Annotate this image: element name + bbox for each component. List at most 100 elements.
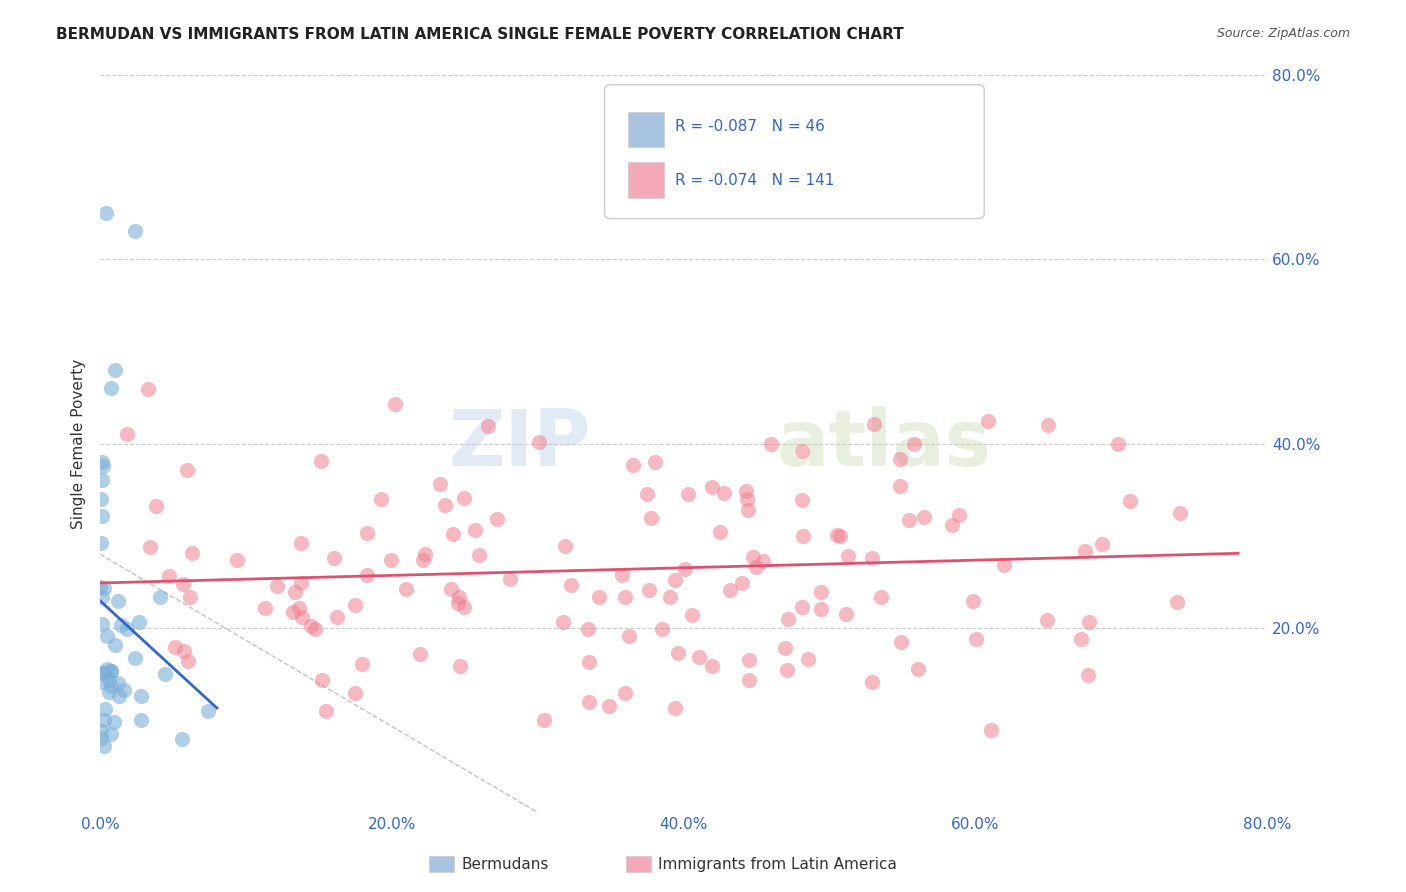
Point (138, 383, 160, 397)
Point (651, 623, 673, 637)
Point (1078, 615, 1101, 629)
Point (384, 396, 406, 410)
Point (907, 661, 929, 675)
Point (90, 536, 112, 550)
Point (731, 576, 754, 591)
Point (560, 578, 582, 592)
Point (889, 451, 911, 466)
Point (315, 704, 337, 718)
Point (91, 474, 114, 488)
Point (837, 549, 859, 563)
Point (90, 616, 112, 631)
Point (1077, 668, 1099, 682)
Point (644, 455, 666, 469)
Point (179, 590, 201, 604)
Point (598, 698, 620, 713)
Point (700, 480, 723, 494)
Point (97, 673, 120, 688)
Point (676, 487, 699, 501)
Point (356, 526, 378, 541)
Point (980, 723, 1002, 737)
Point (290, 536, 312, 550)
Point (810, 602, 832, 616)
Point (658, 591, 681, 605)
Point (356, 567, 378, 582)
Point (741, 549, 763, 564)
Point (467, 548, 489, 562)
Point (790, 493, 813, 508)
Text: Immigrants from Latin America: Immigrants from Latin America (658, 857, 897, 871)
Point (447, 596, 470, 610)
Text: R = -0.074   N = 141: R = -0.074 N = 141 (675, 173, 834, 187)
Point (155, 667, 177, 681)
Point (110, 618, 132, 632)
Point (738, 673, 761, 687)
Point (115, 426, 138, 441)
Point (96, 629, 118, 643)
Point (773, 640, 796, 655)
Point (863, 417, 886, 431)
Text: BERMUDAN VS IMMIGRANTS FROM LATIN AMERICA SINGLE FEMALE POVERTY CORRELATION CHAR: BERMUDAN VS IMMIGRANTS FROM LATIN AMERIC… (56, 27, 904, 42)
Point (107, 594, 129, 608)
Point (869, 590, 891, 604)
Point (948, 508, 970, 523)
Point (1070, 632, 1092, 646)
Point (343, 685, 366, 699)
Point (792, 600, 814, 615)
Point (290, 576, 312, 591)
Point (761, 436, 783, 450)
Point (610, 567, 633, 582)
Text: atlas: atlas (778, 406, 993, 482)
Point (673, 562, 696, 576)
Point (776, 612, 799, 626)
Point (97, 684, 120, 698)
Point (891, 160, 914, 174)
Point (413, 547, 436, 561)
Point (898, 513, 921, 527)
Point (412, 552, 434, 566)
Point (304, 623, 326, 637)
Point (700, 659, 723, 673)
Point (129, 689, 152, 703)
Point (790, 443, 813, 458)
Point (93, 739, 115, 753)
Point (830, 529, 852, 543)
Point (149, 591, 172, 605)
Point (124, 650, 146, 665)
Point (941, 517, 963, 532)
Point (499, 572, 522, 586)
Point (145, 500, 167, 514)
Point (108, 689, 131, 703)
Point (291, 609, 314, 624)
Point (429, 477, 451, 491)
Point (735, 483, 758, 498)
Point (617, 629, 640, 643)
Point (835, 607, 858, 621)
Point (226, 552, 249, 566)
Point (181, 546, 204, 560)
Point (681, 608, 703, 623)
Point (93, 581, 115, 595)
Point (100, 727, 122, 741)
Point (636, 487, 658, 501)
Point (664, 573, 686, 587)
Point (576, 622, 599, 636)
Point (621, 458, 644, 472)
Point (326, 610, 349, 624)
Point (792, 529, 814, 543)
Point (128, 615, 150, 629)
Point (172, 577, 194, 591)
Point (775, 664, 797, 678)
Point (965, 632, 987, 646)
Point (90, 731, 112, 745)
Point (91, 590, 114, 604)
Point (744, 560, 766, 574)
Point (1038, 418, 1060, 433)
Point (163, 640, 186, 654)
Point (91, 674, 114, 689)
Point (1091, 537, 1114, 551)
Point (91, 458, 114, 473)
Point (100, 664, 122, 678)
Point (453, 599, 475, 614)
Point (283, 606, 305, 620)
